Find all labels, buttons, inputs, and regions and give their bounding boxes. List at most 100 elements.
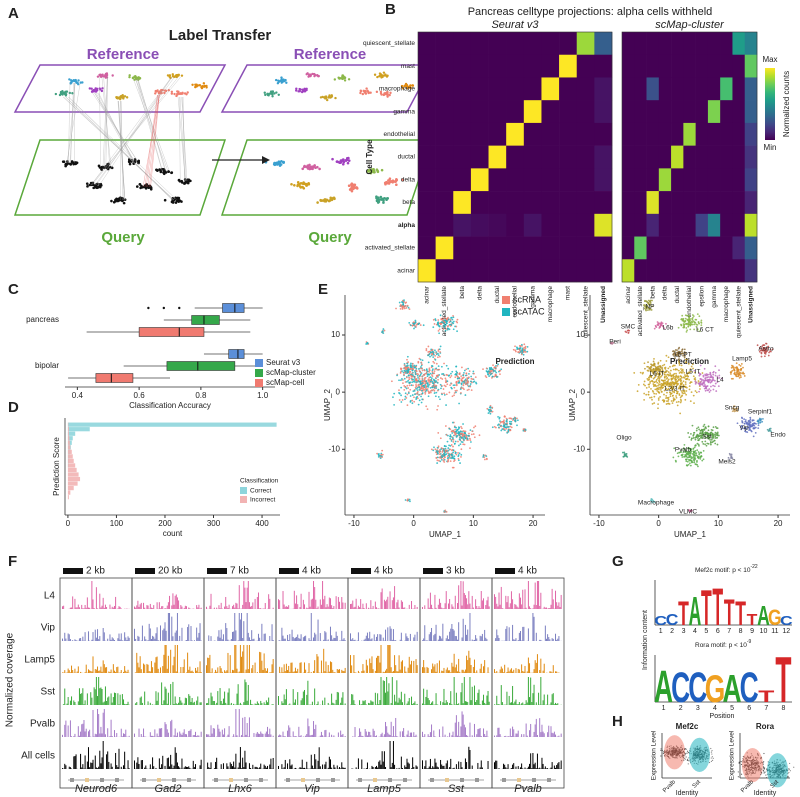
- umap-point: [714, 385, 716, 387]
- coverage-bar: [186, 672, 187, 673]
- umap-point: [437, 452, 439, 454]
- heatmap-cell: [683, 123, 696, 146]
- coverage-bar: [188, 670, 189, 673]
- coverage-bar: [176, 736, 177, 737]
- query-cell: [276, 163, 279, 166]
- umap-point: [691, 391, 693, 393]
- coverage-bar: [125, 704, 126, 705]
- coverage-bar: [116, 733, 117, 737]
- coverage-bar: [160, 625, 161, 641]
- heatmap-cell: [671, 123, 684, 146]
- coverage-bar: [106, 701, 107, 705]
- heatmap-cell: [696, 123, 709, 146]
- umap-point: [459, 439, 461, 441]
- query-cell: [301, 167, 304, 170]
- coverage-bar: [176, 594, 177, 609]
- umap-point: [658, 383, 660, 385]
- umap-point: [693, 329, 695, 331]
- umap-point: [445, 330, 447, 332]
- heatmap-cell: [506, 191, 524, 214]
- coverage-bar: [170, 755, 171, 769]
- heatmap-cell: [506, 32, 524, 55]
- coverage-bar: [181, 735, 182, 737]
- query-cell: [150, 186, 153, 189]
- umap-point: [416, 373, 418, 375]
- umap-point: [691, 381, 693, 383]
- coverage-bar: [145, 639, 146, 641]
- coverage-bar: [62, 735, 63, 737]
- coverage-bar: [103, 660, 104, 673]
- coverage-bar: [87, 762, 88, 769]
- umap-point: [461, 382, 463, 384]
- x-tick-label: delta: [476, 286, 483, 300]
- umap-point: [430, 392, 432, 394]
- heatmap-cell: [559, 32, 577, 55]
- heatmap-cell: [559, 123, 577, 146]
- coverage-bar: [91, 698, 92, 705]
- umap-point: [695, 445, 697, 447]
- query-cell: [293, 184, 296, 187]
- umap-point: [704, 440, 706, 442]
- coverage-bar: [166, 689, 167, 705]
- heatmap-cell: [696, 168, 709, 191]
- umap-point: [413, 396, 415, 398]
- exon: [115, 778, 119, 782]
- heatmap-cell: [732, 237, 745, 260]
- umap-point: [452, 467, 454, 469]
- umap-point: [695, 319, 697, 321]
- umap-point: [651, 300, 653, 302]
- coverage-bar: [143, 729, 144, 737]
- coverage-bar: [108, 671, 109, 673]
- query-cell: [144, 186, 147, 189]
- umap-point: [447, 461, 449, 463]
- umap-point: [412, 368, 414, 370]
- ref-cell: [173, 93, 175, 95]
- umap-point: [691, 318, 693, 320]
- coverage-bar: [184, 767, 185, 769]
- umap-point: [445, 404, 447, 406]
- umap-point: [472, 370, 474, 372]
- umap-point: [667, 367, 669, 369]
- umap-point: [500, 430, 502, 432]
- umap-point: [667, 382, 669, 384]
- umap-point: [691, 366, 693, 368]
- ref-cell: [120, 95, 122, 97]
- umap-point: [451, 449, 453, 451]
- coverage-bar: [96, 638, 97, 641]
- umap-point: [428, 361, 430, 363]
- query-cell: [123, 202, 126, 205]
- umap-point: [486, 367, 488, 369]
- heatmap-cell: [577, 100, 595, 123]
- coverage-bar: [153, 736, 154, 737]
- umap-point: [421, 398, 423, 400]
- umap-point: [470, 376, 472, 378]
- umap-point: [452, 452, 454, 454]
- umap-point: [424, 393, 426, 395]
- heatmap-cell: [683, 214, 696, 237]
- coverage-bar: [171, 720, 172, 737]
- umap-point: [467, 438, 469, 440]
- umap-point: [485, 455, 487, 457]
- histogram-bar: [68, 468, 77, 472]
- umap-point: [426, 368, 428, 370]
- heatmap-cell: [453, 123, 471, 146]
- coverage-bar: [174, 766, 175, 769]
- coverage-bar: [196, 701, 197, 705]
- box: [167, 362, 235, 371]
- coverage-bar: [85, 731, 86, 737]
- coverage-bar: [98, 767, 99, 769]
- umap-point: [435, 319, 437, 321]
- umap-point: [653, 368, 655, 370]
- coverage-bar: [62, 606, 63, 609]
- umap-point: [679, 364, 681, 366]
- coverage-bar: [67, 672, 68, 673]
- coverage-bar: [124, 632, 125, 641]
- umap-point: [500, 421, 502, 423]
- heatmap-cell: [577, 123, 595, 146]
- exon: [142, 778, 146, 782]
- umap-point: [407, 371, 409, 373]
- umap-point: [651, 397, 653, 399]
- heatmap-cell: [577, 146, 595, 169]
- umap-point: [450, 373, 452, 375]
- heatmap-cell: [647, 77, 660, 100]
